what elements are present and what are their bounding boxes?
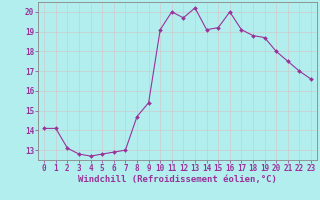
X-axis label: Windchill (Refroidissement éolien,°C): Windchill (Refroidissement éolien,°C): [78, 175, 277, 184]
